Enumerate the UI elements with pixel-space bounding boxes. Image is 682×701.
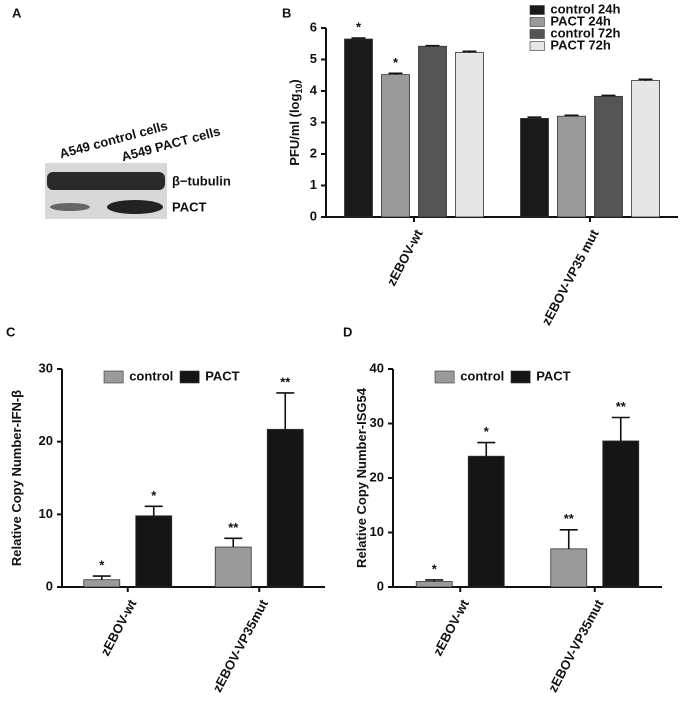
legend-label: PACT 72h	[550, 37, 610, 52]
legend-label: control	[129, 368, 173, 383]
legend-label: PACT	[536, 368, 570, 383]
y-tick-label: 1	[310, 177, 317, 192]
blot	[45, 163, 167, 219]
y-tick-label: 30	[39, 360, 53, 375]
legend-label: control 24h	[550, 1, 620, 16]
y-axis-label-part: Relative Copy Number-IFN-β	[9, 390, 24, 566]
bar	[381, 74, 410, 218]
x-tick-label: zEBOV-wt	[97, 596, 139, 658]
significance-label: *	[99, 558, 105, 573]
bar	[550, 548, 588, 588]
x-tick-label: zEBOV-wt	[430, 596, 472, 658]
panel-label: D	[343, 324, 352, 339]
bar	[266, 428, 304, 588]
error-bar	[601, 94, 616, 97]
significance-label: *	[484, 424, 490, 439]
significance-label: *	[151, 488, 157, 503]
bar	[602, 440, 640, 588]
legend-label: control	[460, 368, 504, 383]
error-bar	[559, 528, 578, 549]
y-tick-label: 0	[377, 578, 384, 593]
significance-label: *	[432, 561, 438, 576]
y-tick-label: 10	[39, 506, 53, 521]
error-bar	[564, 114, 579, 117]
y-axis-label-part: PFU/ml (log	[287, 94, 302, 166]
error-bar	[425, 44, 440, 47]
y-tick-label: 0	[310, 208, 317, 223]
x-tick-label: zEBOV-VP35mut	[210, 596, 272, 694]
panel-label: B	[282, 5, 291, 20]
y-tick-label: 0	[46, 578, 53, 593]
y-tick-label: 30	[370, 415, 384, 430]
y-axis-label: PFU/ml (log10)	[287, 79, 304, 166]
y-tick-label: 5	[310, 51, 317, 66]
bar	[135, 515, 173, 588]
error-bar	[351, 37, 366, 40]
panel-label: C	[6, 324, 16, 339]
bar	[455, 52, 484, 218]
bar	[344, 38, 373, 218]
bar	[594, 95, 623, 218]
y-axis-label: Relative Copy Number-IFN-β	[9, 390, 24, 566]
panel-label: A	[12, 5, 22, 20]
error-bar	[388, 72, 403, 75]
band-label: β−tubulin	[172, 173, 231, 188]
significance-label: **	[564, 511, 575, 526]
legend-swatch	[434, 370, 455, 384]
y-tick-label: 10	[370, 524, 384, 539]
y-tick-label: 40	[370, 360, 384, 375]
bar	[557, 115, 586, 218]
error-bar	[462, 50, 477, 53]
y-tick-label: 20	[370, 469, 384, 484]
bar	[418, 45, 447, 218]
legend-swatch	[103, 370, 124, 384]
legend-swatch	[529, 41, 545, 51]
x-tick-label: zEBOV-VP35 mut	[539, 226, 602, 327]
legend-label: PACT	[205, 368, 239, 383]
y-axis-label-part: Relative Copy Number-ISG54	[354, 387, 369, 568]
error-bar	[144, 505, 163, 516]
pact-band	[50, 203, 90, 211]
bar	[520, 118, 549, 218]
legend-swatch	[179, 370, 200, 384]
error-bar	[425, 579, 444, 582]
y-axis-label: Relative Copy Number-ISG54	[354, 387, 369, 568]
bar	[415, 581, 453, 588]
bar	[467, 455, 505, 588]
legend-label: control 72h	[550, 25, 620, 40]
band-label: PACT	[172, 199, 206, 214]
y-axis-label-part: 10	[294, 84, 304, 94]
error-bar	[92, 575, 111, 580]
tubulin-band	[47, 172, 165, 190]
y-tick-label: 4	[310, 82, 318, 97]
y-tick-label: 2	[310, 145, 317, 160]
legend-swatch	[510, 370, 531, 384]
error-bar	[611, 416, 630, 441]
bar	[214, 546, 252, 588]
y-axis-label-part: )	[287, 79, 302, 83]
error-bar	[276, 392, 295, 430]
y-tick-label: 20	[39, 433, 53, 448]
significance-label: **	[228, 520, 239, 535]
error-bar	[638, 78, 653, 81]
bar	[631, 80, 660, 218]
significance-label: **	[616, 399, 627, 414]
legend-swatch	[529, 17, 545, 27]
significance-label: *	[356, 20, 362, 35]
pact-band	[107, 200, 163, 214]
significance-label: *	[393, 55, 399, 70]
x-tick-label: zEBOV-wt	[384, 226, 426, 288]
bar	[83, 579, 121, 588]
y-tick-label: 3	[310, 114, 317, 129]
significance-label: **	[280, 374, 291, 389]
legend-label: PACT 24h	[550, 13, 610, 28]
legend-swatch	[529, 29, 545, 39]
error-bar	[527, 116, 542, 119]
error-bar	[224, 537, 243, 548]
legend-swatch	[529, 5, 545, 15]
x-tick-label: zEBOV-VP35mut	[545, 596, 607, 694]
error-bar	[477, 441, 496, 457]
y-tick-label: 6	[310, 19, 317, 34]
